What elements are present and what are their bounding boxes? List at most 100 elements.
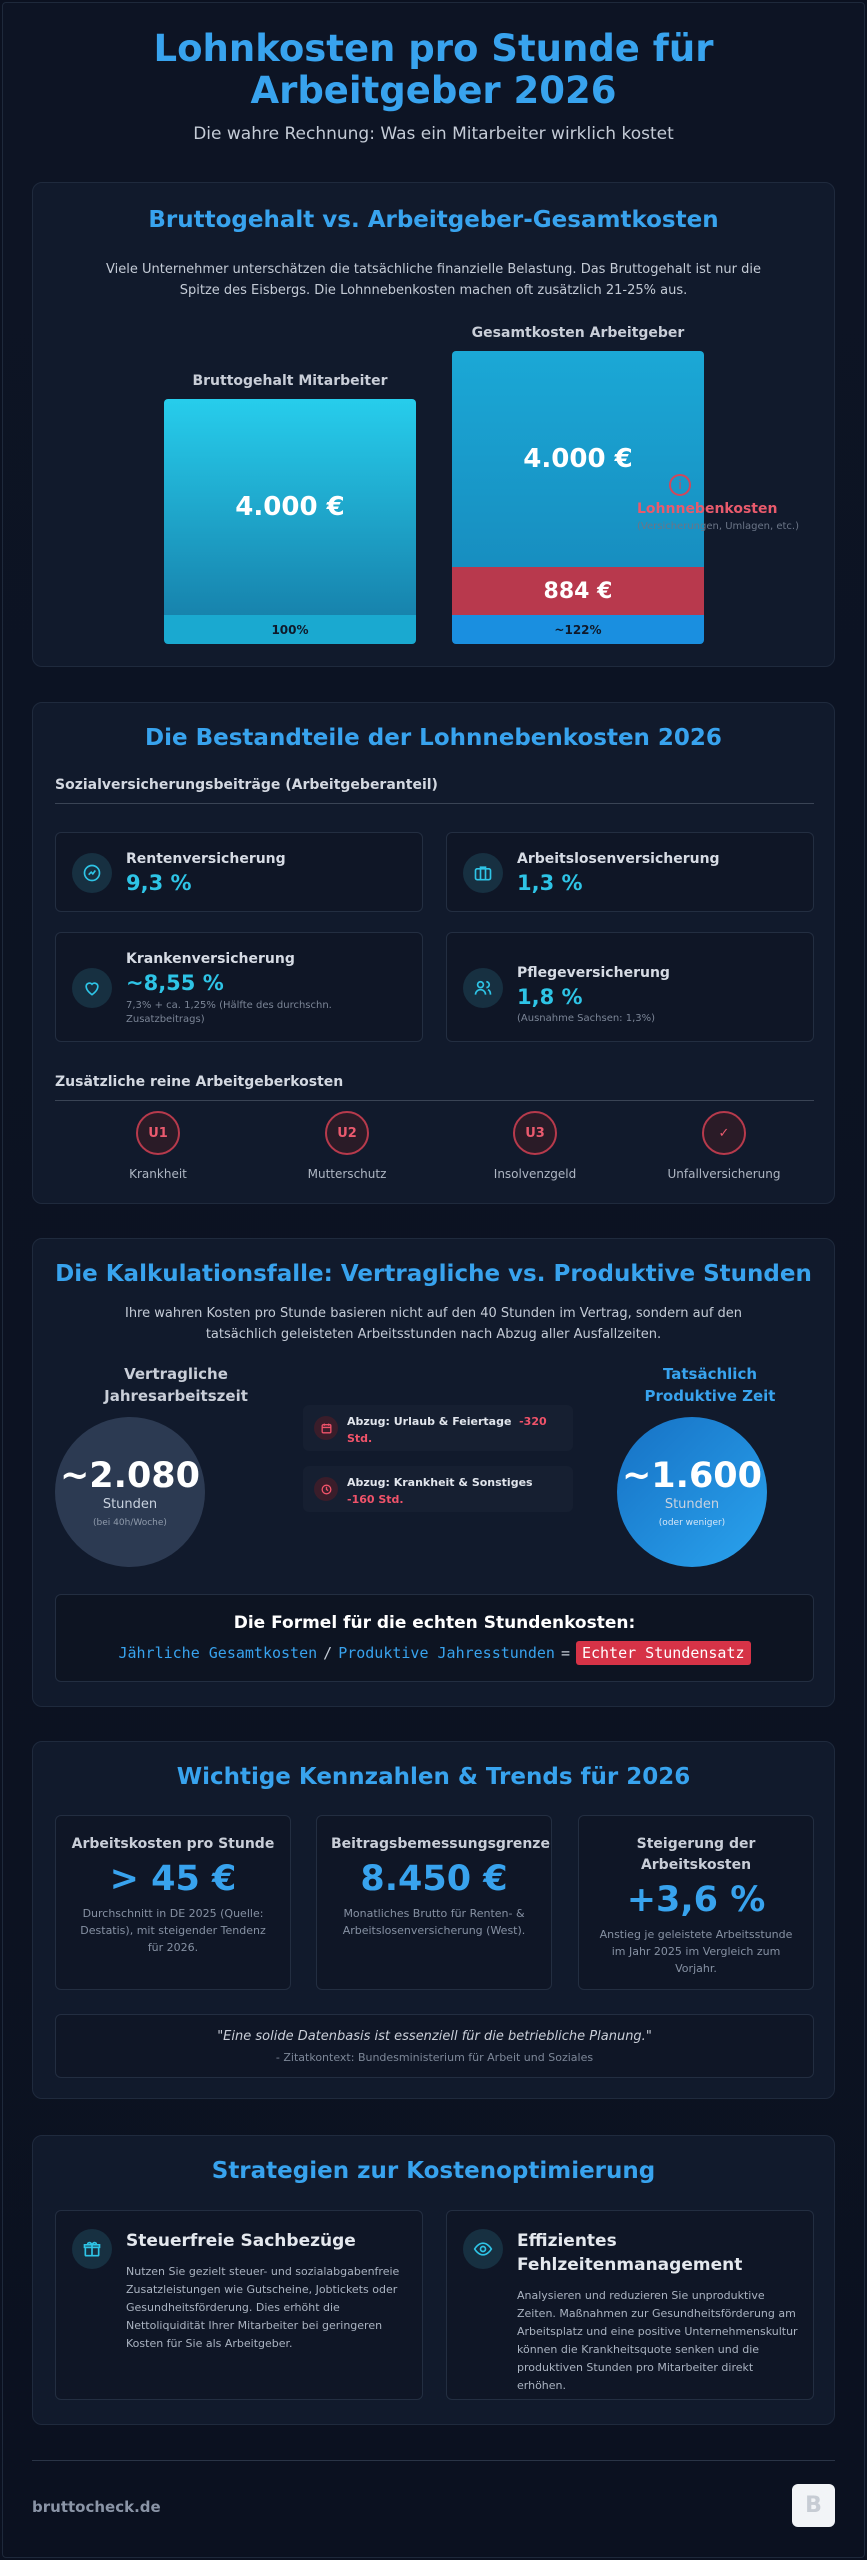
strategy-description: Analysieren und reduzieren Sie unprodukt… bbox=[517, 2289, 798, 2392]
brutto-bar-percent: 100% bbox=[164, 615, 416, 644]
deduction-label: Abzug: Krankheit & Sonstiges bbox=[347, 1476, 533, 1489]
deduction-item: Abzug: Krankheit & Sonstiges -160 Std. bbox=[303, 1466, 573, 1512]
pension-icon bbox=[72, 853, 112, 893]
insurance-value: 1,8 % bbox=[517, 985, 583, 1009]
deduction-text: Abzug: Krankheit & Sonstiges -160 Std. bbox=[347, 1474, 567, 1508]
deduction-item: Abzug: Urlaub & Feiertage -320 Std. bbox=[303, 1405, 573, 1451]
contract-hours-value: ~2.080 bbox=[59, 1455, 201, 1496]
employer-cost-label: Insolvenzgeld bbox=[493, 1167, 577, 1181]
heart-icon bbox=[72, 968, 112, 1008]
insurance-card: Pflegeversicherung 1,8 % (Ausnahme Sachs… bbox=[446, 932, 814, 1042]
formula-divide: / bbox=[323, 1644, 333, 1662]
formula-numerator: Jährliche Gesamtkosten bbox=[118, 1644, 318, 1662]
u3-badge: U3 bbox=[513, 1111, 557, 1155]
formula-line: Jährliche Gesamtkosten / Produktive Jahr… bbox=[56, 1641, 813, 1665]
people-icon bbox=[463, 968, 503, 1008]
page-subtitle: Die wahre Rechnung: Was ein Mitarbeiter … bbox=[193, 124, 674, 144]
insurance-card: Krankenversicherung ~8,55 % 7,3% + ca. 1… bbox=[55, 932, 423, 1042]
productive-hours-note: (oder weniger) bbox=[658, 1517, 726, 1528]
comparison-title: Bruttogehalt vs. Arbeitgeber-Gesamtkoste… bbox=[148, 207, 719, 233]
kpi-title: Wichtige Kennzahlen & Trends für 2026 bbox=[176, 1764, 691, 1790]
kpi-label: Steigerung der Arbeitskosten bbox=[636, 1836, 756, 1873]
lohnnebenkosten-callout: Lohnnebenkosten (Versicherungen, Umlagen… bbox=[637, 501, 799, 532]
quote-source: - Zitatkontext: Bundesministerium für Ar… bbox=[275, 2051, 594, 2064]
strategy-title: Steuerfreie Sachbezüge bbox=[126, 2231, 356, 2251]
employer-cost-label: Mutterschutz bbox=[307, 1167, 387, 1181]
calendar-icon bbox=[314, 1416, 338, 1440]
kpi-value: +3,6 % bbox=[626, 1880, 766, 1920]
kpi-card: Beitragsbemessungsgrenze 8.450 € Monatli… bbox=[316, 1815, 552, 1990]
kpi-value: > 45 € bbox=[109, 1859, 237, 1899]
brand-logo[interactable]: B bbox=[792, 2484, 835, 2527]
social-heading: Sozialversicherungsbeiträge (Arbeitgeber… bbox=[55, 777, 814, 804]
footer-brand[interactable]: bruttocheck.de bbox=[32, 2498, 161, 2516]
insurance-card: Rentenversicherung 9,3 % bbox=[55, 832, 423, 912]
insurance-name: Arbeitslosenversicherung bbox=[517, 851, 720, 867]
kpi-section: Wichtige Kennzahlen & Trends für 2026 Ar… bbox=[32, 1741, 835, 2099]
kpi-label: Arbeitskosten pro Stunde bbox=[71, 1836, 275, 1852]
quote-box: "Eine solide Datenbasis ist essenziell f… bbox=[55, 2014, 814, 2078]
employer-cost-item: U3 Insolvenzgeld bbox=[460, 1111, 610, 1181]
components-section: Die Bestandteile der Lohnnebenkosten 202… bbox=[32, 702, 835, 1204]
components-title: Die Bestandteile der Lohnnebenkosten 202… bbox=[145, 725, 722, 751]
employer-heading: Zusätzliche reine Arbeitgeberkosten bbox=[55, 1074, 814, 1101]
strategy-title: Effizientes Fehlzeitenmanagement bbox=[517, 2231, 743, 2275]
briefcase-icon bbox=[463, 853, 503, 893]
deduction-amount: -160 Std. bbox=[347, 1493, 404, 1506]
insurance-name: Krankenversicherung bbox=[126, 951, 295, 967]
deduction-amount: -320 Std. bbox=[347, 1415, 547, 1445]
formula-box: Die Formel für die echten Stundenkosten:… bbox=[55, 1594, 814, 1682]
kpi-description: Durchschnitt in DE 2025 (Quelle: Destati… bbox=[80, 1907, 266, 1954]
formula-denominator: Produktive Jahresstunden bbox=[338, 1644, 555, 1662]
insurance-name: Pflegeversicherung bbox=[517, 965, 670, 981]
comparison-section: Bruttogehalt vs. Arbeitgeber-Gesamtkoste… bbox=[32, 182, 835, 667]
calculation-section: Die Kalkulationsfalle: Vertragliche vs. … bbox=[32, 1238, 835, 1707]
formula-equals: = bbox=[560, 1644, 570, 1662]
strategy-description: Nutzen Sie gezielt steuer- und sozialabg… bbox=[126, 2265, 400, 2350]
strategies-title: Strategien zur Kostenoptimierung bbox=[211, 2158, 656, 2184]
brutto-bar-value: 4.000 € bbox=[164, 399, 416, 615]
kpi-card: Steigerung der Arbeitskosten +3,6 % Anst… bbox=[578, 1815, 814, 1990]
insurance-name: Rentenversicherung bbox=[126, 851, 286, 867]
employer-cost-item: ✓ Unfallversicherung bbox=[649, 1111, 799, 1181]
employer-cost-item: U2 Mutterschutz bbox=[272, 1111, 422, 1181]
brutto-bar-label: Bruttogehalt Mitarbeiter bbox=[192, 373, 388, 389]
kpi-card: Arbeitskosten pro Stunde > 45 € Durchsch… bbox=[55, 1815, 291, 1990]
total-bar: 4.000 € 884 € ~122% bbox=[452, 351, 704, 644]
deduction-label: Abzug: Urlaub & Feiertage bbox=[347, 1415, 512, 1428]
insurance-card: Arbeitslosenversicherung 1,3 % bbox=[446, 832, 814, 912]
clock-icon bbox=[314, 1477, 338, 1501]
u2-badge: U2 bbox=[325, 1111, 369, 1155]
insurance-value: 9,3 % bbox=[126, 871, 192, 895]
strategy-card: Steuerfreie Sachbezüge Nutzen Sie geziel… bbox=[55, 2210, 423, 2400]
contract-hours-circle: ~2.080 Stunden (bei 40h/Woche) bbox=[55, 1417, 205, 1567]
employer-cost-item: U1 Krankheit bbox=[83, 1111, 233, 1181]
strategy-card: Effizientes Fehlzeitenmanagement Analysi… bbox=[446, 2210, 814, 2400]
productive-hours-value: ~1.600 bbox=[621, 1455, 763, 1496]
u1-badge: U1 bbox=[136, 1111, 180, 1155]
page-header: Lohnkosten pro Stunde für Arbeitgeber 20… bbox=[0, 27, 867, 145]
kpi-description: Anstieg je geleistete Arbeitsstunde im J… bbox=[599, 1928, 793, 1975]
formula-title: Die Formel für die echten Stundenkosten: bbox=[233, 1613, 636, 1633]
quote-text: "Eine solide Datenbasis ist essenziell f… bbox=[217, 2029, 652, 2044]
insurance-note: (Ausnahme Sachsen: 1,3%) bbox=[517, 1013, 656, 1024]
comparison-intro: Viele Unternehmer unterschätzen die tats… bbox=[106, 262, 761, 298]
total-bar-base-value: 4.000 € bbox=[452, 351, 704, 567]
calculation-intro: Ihre wahren Kosten pro Stunde basieren n… bbox=[124, 1306, 743, 1342]
check-icon: ✓ bbox=[702, 1111, 746, 1155]
employer-cost-label: Unfallversicherung bbox=[667, 1167, 781, 1181]
insurance-value: 1,3 % bbox=[517, 871, 583, 895]
calculation-title: Die Kalkulationsfalle: Vertragliche vs. … bbox=[55, 1261, 812, 1287]
formula-result: Echter Stundensatz bbox=[575, 1641, 751, 1665]
insurance-note: 7,3% + ca. 1,25% (Hälfte des durchschn. … bbox=[126, 1000, 332, 1025]
gift-icon bbox=[72, 2229, 112, 2269]
insurance-value: ~8,55 % bbox=[126, 971, 224, 995]
contract-hours-unit: Stunden bbox=[102, 1496, 158, 1512]
productive-hours-heading: Tatsächlich Produktive Zeit bbox=[644, 1365, 776, 1405]
employer-cost-label: Krankheit bbox=[129, 1167, 187, 1181]
page-title: Lohnkosten pro Stunde für Arbeitgeber 20… bbox=[153, 27, 714, 112]
total-bar-percent: ~122% bbox=[452, 615, 704, 644]
lohnnebenkosten-sub: (Versicherungen, Umlagen, etc.) bbox=[637, 521, 800, 532]
contract-hours-heading: Vertragliche Jahresarbeitszeit bbox=[104, 1365, 248, 1405]
contract-hours-note: (bei 40h/Woche) bbox=[93, 1517, 167, 1528]
